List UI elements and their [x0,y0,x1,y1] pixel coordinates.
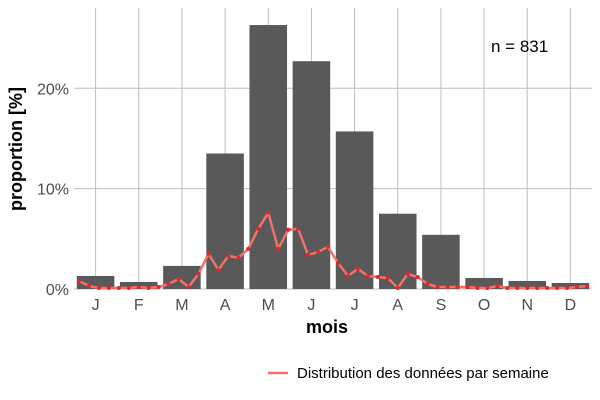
weekly-point [296,226,301,231]
weekly-point [146,286,151,290]
weekly-point [535,286,540,290]
weekly-point [585,284,589,288]
bar-12 [551,282,590,289]
y-axis-title: proportion [%] [6,87,26,211]
bar-4 [206,153,244,289]
x-tick-label: F [134,297,144,314]
x-tick-label: J [307,297,315,314]
x-axis-title: mois [306,317,348,337]
weekly-point [435,285,440,289]
line-layer [77,210,589,290]
weekly-point [156,285,161,289]
weekly-point [525,286,530,290]
weekly-point [355,266,360,271]
weekly-point [326,244,330,249]
weekly-point [385,276,390,280]
weekly-point [575,285,580,289]
weekly-point [405,271,410,276]
x-tick-label: J [351,297,359,314]
x-tick-label: N [521,297,533,314]
bar-9 [422,234,460,289]
weekly-point [86,284,91,288]
weekly-point [415,275,420,279]
weekly-point [425,282,430,286]
bar-8 [378,213,417,289]
weekly-point [316,249,321,254]
weekly-point [176,277,181,281]
weekly-point [276,246,281,251]
weekly-point [445,285,450,289]
weekly-point [465,285,470,289]
weekly-point [186,285,191,289]
weekly-point [196,271,201,276]
legend-label: Distribution des données par semaine [297,365,549,382]
weekly-point [545,286,550,290]
weekly-point [455,285,460,289]
bar-10 [465,277,503,289]
bar-5 [249,25,288,289]
weekly-point [345,274,350,278]
weekly-point [485,286,490,290]
bar-7 [335,131,374,289]
x-tick-label: A [392,297,403,314]
legend: Distribution des données par semaine [268,365,549,382]
weekly-point [505,286,510,290]
y-tick-label: 0% [46,282,69,299]
weekly-point [236,255,241,260]
bar-6 [292,61,331,289]
y-tick-label: 20% [37,81,69,98]
weekly-point [136,285,141,289]
weekly-point [166,282,171,286]
weekly-point [375,275,380,279]
x-tick-label: M [175,297,188,314]
x-tick-label: A [220,297,231,314]
weekly-point [246,246,251,251]
weekly-point [306,252,311,257]
weekly-point [475,286,480,290]
weekly-point [336,260,340,265]
weekly-point [77,279,81,283]
x-tick-label: M [262,297,275,314]
y-tick-labels: 0% 10% 20% [37,81,69,299]
y-tick-label: 10% [37,182,69,199]
x-tick-label: D [565,297,577,314]
weekly-point [96,286,101,290]
weekly-point [116,286,121,290]
weekly-point [565,286,570,290]
weekly-point [106,286,111,290]
x-tick-label: O [478,297,490,314]
weekly-distribution-line [78,211,588,290]
x-tick-label: S [436,297,447,314]
weekly-point [226,253,231,258]
weekly-point [555,286,560,290]
sample-size-annotation: n = 831 [491,37,548,56]
weekly-point [286,227,291,232]
weekly-point [206,251,211,256]
weekly-point [365,274,370,278]
weekly-point [216,267,221,272]
weekly-point [515,286,520,290]
bar-layer [76,25,590,289]
x-tick-label: J [92,297,100,314]
weekly-point [126,286,131,290]
bar-11 [508,280,547,289]
weekly-point [266,210,271,215]
weekly-point [395,286,400,290]
weekly-point [495,284,500,288]
weekly-point [256,226,261,231]
